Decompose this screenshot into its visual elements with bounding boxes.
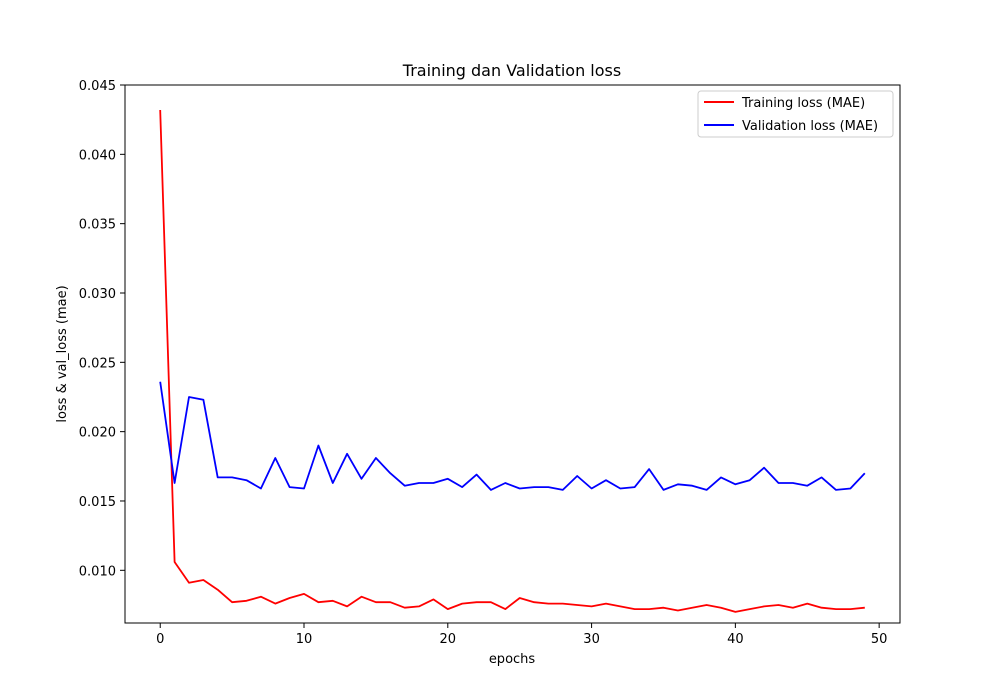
x-tick-label: 40 bbox=[727, 632, 744, 647]
legend-frame bbox=[697, 90, 894, 138]
validation-loss-line bbox=[159, 381, 866, 491]
series-layer bbox=[159, 109, 866, 613]
y-tick-label: 0.040 bbox=[79, 148, 116, 163]
y-tick-label: 0.030 bbox=[79, 287, 116, 302]
x-tick-label: 20 bbox=[440, 632, 457, 647]
plot-frame bbox=[124, 84, 901, 624]
legend-label-validation: Validation loss (MAE) bbox=[742, 119, 878, 134]
x-tick-label: 30 bbox=[583, 632, 600, 647]
chart-title: Training dan Validation loss bbox=[402, 61, 621, 80]
y-axis-label: loss & val_loss (mae) bbox=[55, 285, 70, 422]
training-loss-line bbox=[159, 109, 865, 613]
x-tick-label: 0 bbox=[156, 632, 164, 647]
y-tick-label: 0.020 bbox=[79, 426, 116, 441]
legend: Training loss (MAE) Validation loss (MAE… bbox=[697, 90, 894, 138]
x-tick-label: 10 bbox=[296, 632, 313, 647]
x-tick-label: 50 bbox=[871, 632, 888, 647]
x-axis-label: epochs bbox=[489, 652, 536, 667]
y-tick-label: 0.045 bbox=[79, 79, 116, 94]
x-axis: 0 10 20 30 40 50 bbox=[156, 623, 887, 647]
y-tick-label: 0.035 bbox=[79, 218, 116, 233]
y-axis: 0.010 0.015 0.020 0.025 0.030 0.035 0.040 0.045 bbox=[79, 79, 125, 579]
y-tick-label: 0.025 bbox=[79, 356, 116, 371]
y-tick-label: 0.010 bbox=[79, 564, 116, 579]
y-tick-label: 0.015 bbox=[79, 495, 116, 510]
legend-label-training: Training loss (MAE) bbox=[741, 96, 865, 111]
